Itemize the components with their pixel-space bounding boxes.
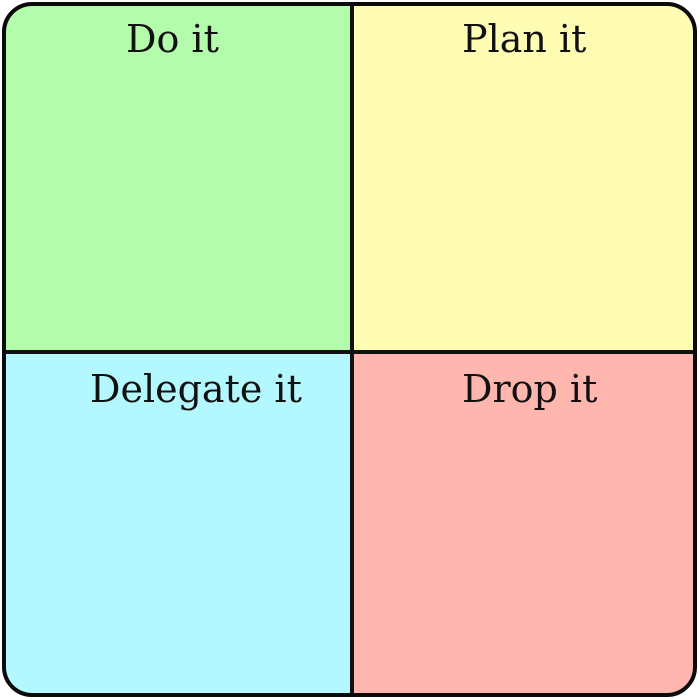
quadrant-label-delegate-it: Delegate it	[90, 367, 302, 411]
quadrant-label-do-it: Do it	[126, 17, 219, 61]
quadrant-label-drop-it: Drop it	[462, 367, 598, 411]
quadrant-drop-it: Drop it	[352, 352, 693, 693]
quadrant-delegate-it: Delegate it	[6, 352, 352, 693]
quadrant-plan-it: Plan it	[352, 6, 693, 352]
quadrant-label-plan-it: Plan it	[462, 17, 587, 61]
quadrant-do-it: Do it	[6, 6, 352, 352]
